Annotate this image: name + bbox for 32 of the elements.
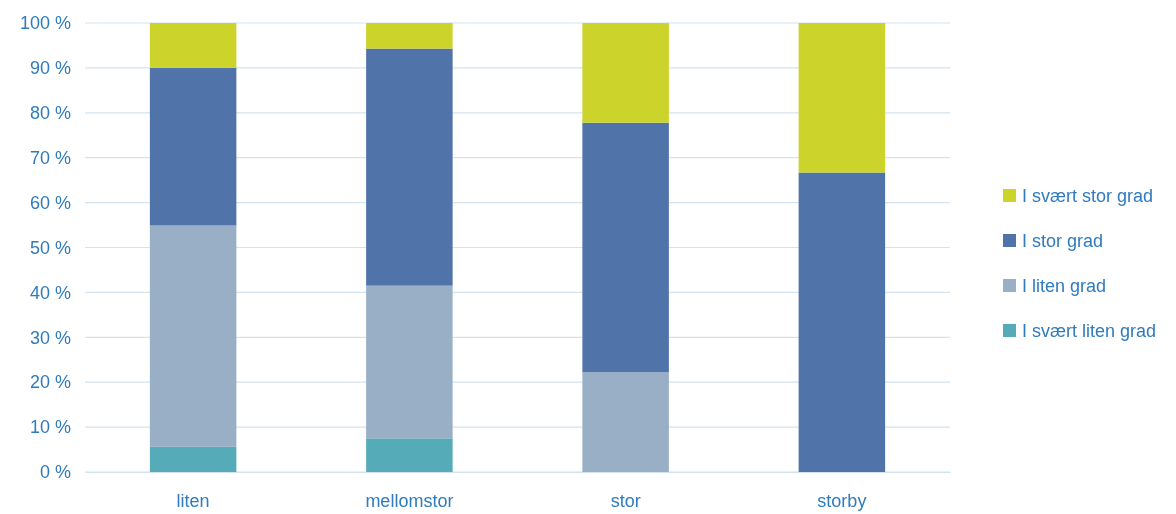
bar — [149, 225, 237, 447]
bar — [366, 23, 453, 49]
y-tick-label: 0 % — [39, 462, 71, 483]
x-tick-label: storby — [817, 490, 867, 511]
bar — [149, 446, 237, 472]
bar — [149, 23, 237, 68]
bar — [366, 48, 453, 286]
y-tick-label: 10 % — [29, 417, 71, 438]
x-tick-label: mellomstor — [365, 490, 454, 511]
y-tick-label: 20 % — [29, 372, 71, 393]
bar — [582, 122, 669, 373]
bar — [149, 67, 237, 226]
y-tick-label: 40 % — [29, 282, 71, 303]
x-tick-label: liten — [176, 490, 210, 511]
bar — [798, 172, 886, 472]
bar — [366, 285, 453, 439]
y-tick-label: 60 % — [29, 192, 71, 213]
x-tick-label: stor — [610, 490, 641, 511]
bar — [582, 372, 669, 472]
legend-label: I svært liten grad — [1022, 321, 1157, 342]
bar — [798, 23, 886, 173]
y-tick-label: 50 % — [29, 237, 71, 258]
y-tick-label: 90 % — [29, 58, 71, 79]
y-tick-label: 100 % — [19, 13, 71, 34]
y-tick-label: 80 % — [29, 103, 71, 124]
legend-label: I stor grad — [1022, 231, 1104, 252]
bar — [366, 438, 453, 472]
y-tick-label: 70 % — [29, 147, 71, 168]
y-tick-label: 30 % — [29, 327, 71, 348]
legend-label: I liten grad — [1022, 276, 1107, 297]
bar — [582, 23, 669, 123]
legend-label: I svært stor grad — [1022, 186, 1154, 207]
